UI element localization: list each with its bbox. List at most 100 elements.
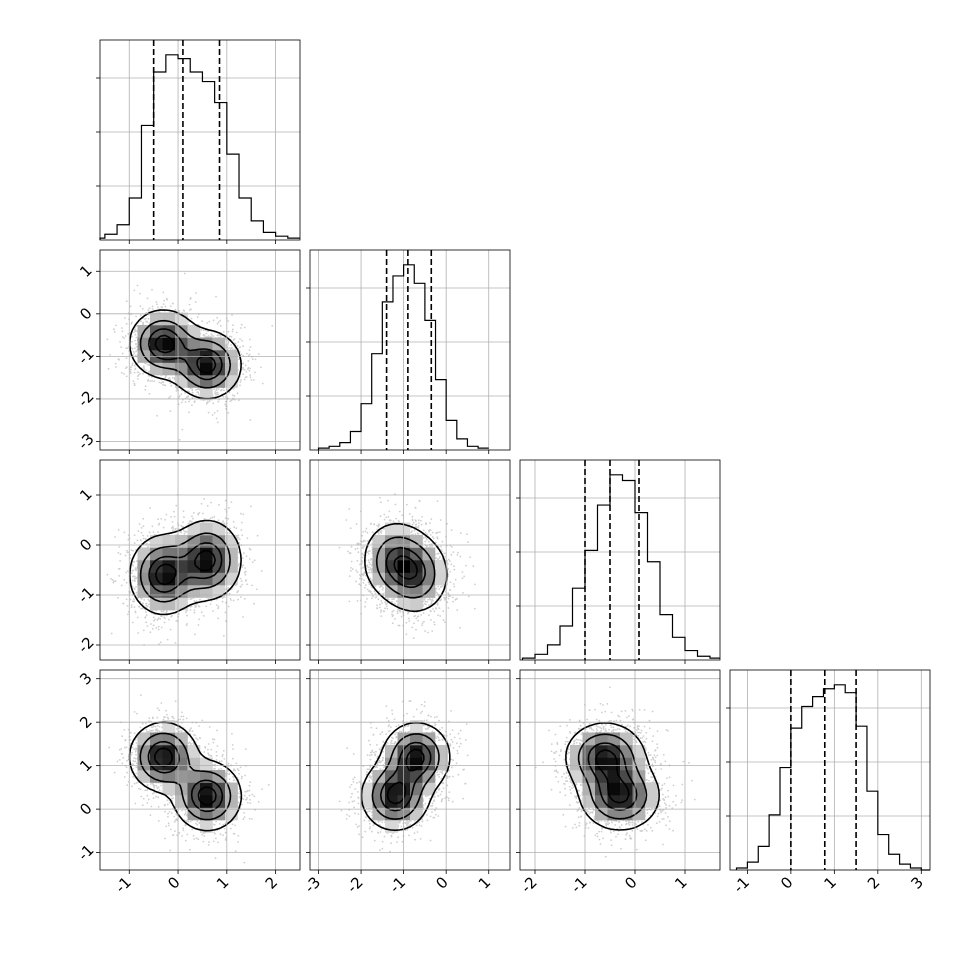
scatter-point xyxy=(146,297,149,300)
histogram-frame-2 xyxy=(309,249,511,451)
scatter-point xyxy=(141,307,144,310)
scatter-point xyxy=(189,296,192,299)
scatter-point xyxy=(131,569,134,572)
scatter-point xyxy=(224,508,227,511)
scatter-point xyxy=(139,314,142,317)
scatter-point xyxy=(237,590,240,592)
scatter-point xyxy=(193,600,196,602)
scatter-point xyxy=(135,591,138,594)
scatter-point xyxy=(271,325,274,327)
scatter-point xyxy=(233,395,236,397)
scatter-point xyxy=(217,393,219,396)
scatter-point xyxy=(193,512,195,514)
scatter-point xyxy=(145,606,148,608)
scatter-point xyxy=(214,392,216,395)
scatter-point xyxy=(134,339,137,342)
scatter-point xyxy=(106,338,109,341)
scatter-point xyxy=(123,531,126,534)
scatter-point xyxy=(166,610,168,613)
scatter-point xyxy=(188,411,190,414)
scatter-point xyxy=(210,333,213,336)
scatter-point xyxy=(242,564,245,566)
scatter-point xyxy=(224,396,227,398)
scatter-point xyxy=(133,600,136,602)
scatter-point xyxy=(120,584,123,587)
scatter-point xyxy=(160,615,163,618)
scatter-point xyxy=(237,598,240,601)
scatter-point xyxy=(222,396,225,398)
scatter-point xyxy=(110,632,113,635)
scatter-point xyxy=(151,627,154,630)
scatter-point xyxy=(119,341,121,343)
scatter-point xyxy=(184,392,187,394)
scatter-point xyxy=(193,401,196,403)
scatter-point xyxy=(239,381,242,383)
scatter-point xyxy=(225,620,227,623)
scatter-point xyxy=(243,368,246,371)
scatter-point xyxy=(215,387,218,390)
scatter-point xyxy=(209,517,212,520)
scatter-point xyxy=(133,588,136,591)
scatter-point xyxy=(162,303,165,305)
scatter-point xyxy=(165,513,168,516)
scatter-point xyxy=(136,539,139,542)
scatter-point xyxy=(224,611,227,614)
scatter-point xyxy=(135,577,138,580)
scatter-point xyxy=(121,327,123,329)
scatter-point xyxy=(188,309,191,311)
scatter-point xyxy=(130,366,133,368)
scatter-point xyxy=(148,375,151,377)
scatter-point xyxy=(198,388,201,391)
scatter-point xyxy=(202,334,205,337)
scatter-point xyxy=(237,341,240,343)
contour-level-1 xyxy=(128,309,242,400)
scatter-point xyxy=(238,538,241,541)
scatter-point xyxy=(146,363,149,366)
scatter-point xyxy=(121,336,124,338)
scatter-point xyxy=(156,618,159,621)
scatter-point xyxy=(135,586,137,588)
scatter-point xyxy=(123,578,126,581)
scatter-point xyxy=(222,520,224,523)
scatter-point xyxy=(211,414,214,416)
scatter-point xyxy=(139,292,142,295)
scatter-point xyxy=(197,391,200,394)
scatter-point xyxy=(253,602,255,605)
scatter-point xyxy=(189,387,192,390)
scatter-point xyxy=(122,602,125,605)
scatter-point xyxy=(203,335,206,337)
density-cell xyxy=(150,337,163,351)
scatter-point xyxy=(148,370,150,373)
scatter-point xyxy=(133,587,136,590)
scatter-point xyxy=(180,393,183,396)
scatter-point xyxy=(212,335,215,337)
scatter-point xyxy=(158,522,161,525)
scatter-point xyxy=(144,616,147,619)
scatter-point xyxy=(203,498,206,500)
scatter-point xyxy=(163,299,166,302)
scatter-point xyxy=(132,600,134,603)
hist-4-xtick-label: 2 xyxy=(864,873,883,892)
scatter-point xyxy=(217,321,220,323)
scatter-point xyxy=(195,388,197,391)
scatter-point xyxy=(213,515,216,518)
scatter-point xyxy=(240,580,243,583)
scatter-point xyxy=(217,400,220,403)
scatter-point xyxy=(246,368,249,371)
scatter-point xyxy=(144,385,147,387)
scatter-point xyxy=(248,558,251,560)
scatter-point xyxy=(198,618,201,621)
scatter-point xyxy=(215,393,218,396)
scatter-point xyxy=(243,552,245,554)
scatter-point xyxy=(157,628,160,631)
scatter-point xyxy=(217,393,219,396)
scatter-point xyxy=(197,387,200,390)
scatter-point xyxy=(163,621,166,624)
scatter-panel-1-3: -2-101 xyxy=(74,459,301,664)
scatter-point xyxy=(194,606,197,608)
scatter-point xyxy=(135,336,138,339)
scatter-point xyxy=(168,396,171,399)
scatter-point xyxy=(193,609,196,612)
scatter-point xyxy=(142,525,145,528)
